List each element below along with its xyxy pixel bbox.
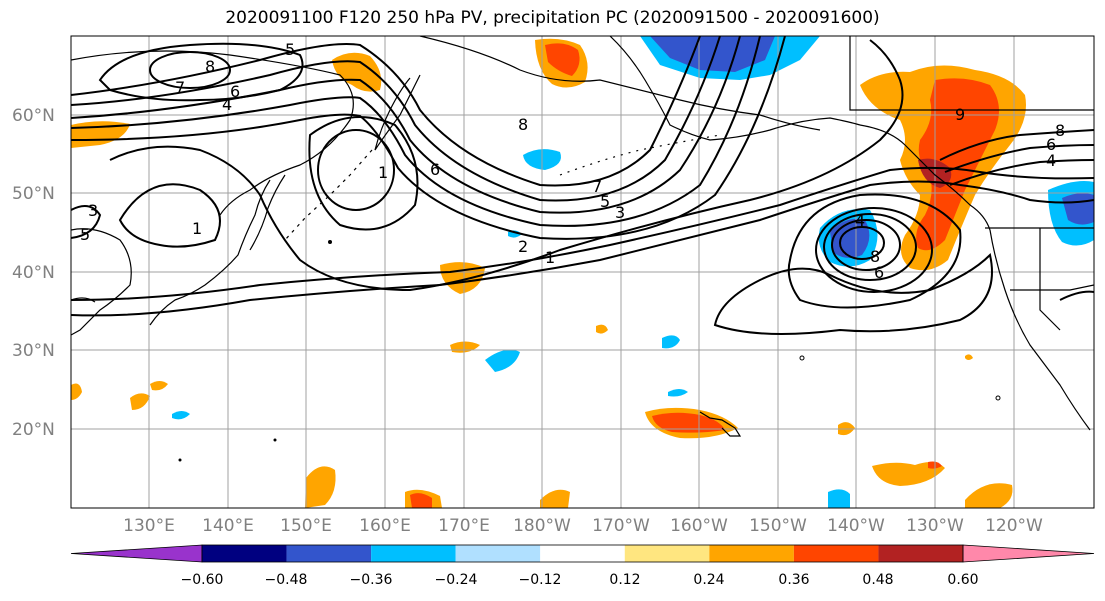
contour-labels: 5 8 7 6 4 8 1 6 7 5 3 2 1 3 5 1 8 6 4 4 … (80, 40, 1065, 282)
colorbar-swatch (709, 545, 794, 562)
contour-label: 2 (518, 237, 528, 256)
colorbar-tick-label: 0.36 (778, 572, 809, 588)
colorbar-swatch (286, 545, 372, 562)
contour-label: 1 (378, 163, 388, 182)
lon-label: 180°W (513, 516, 571, 536)
colorbar-swatch (371, 545, 456, 562)
colorbar-tick-label: −0.60 (181, 572, 224, 588)
contour-label: 7 (592, 177, 602, 196)
colorbar-tick-label: 0.24 (693, 572, 724, 588)
coastlines (71, 36, 1094, 462)
lon-label: 120°W (985, 516, 1043, 536)
lon-label: 140°E (202, 516, 254, 536)
colorbar-swatch (455, 545, 541, 562)
contour-label: 4 (1046, 151, 1056, 170)
colorbar-swatch (624, 545, 710, 562)
map-frame (70, 35, 1095, 509)
lon-labels: 130°E 140°E 150°E 160°E 170°E 180°W 170°… (123, 516, 1043, 536)
lon-label: 170°W (592, 516, 650, 536)
lat-label: 30°N (12, 341, 55, 361)
contour-label: 6 (874, 263, 884, 282)
contour-label: 8 (205, 57, 215, 76)
lon-label: 170°E (438, 516, 490, 536)
colorbar-tick-label: 0.60 (947, 572, 978, 588)
lon-label: 150°W (749, 516, 807, 536)
contour-label: 1 (545, 248, 555, 267)
colorbar-swatch (793, 545, 879, 562)
colorbar-extend-low (70, 544, 203, 563)
contour-label: 1 (192, 219, 202, 238)
colorbar-tick-label: −0.36 (350, 572, 393, 588)
lat-labels: 60°N 50°N 40°N 30°N 20°N (12, 106, 55, 440)
contour-label: 7 (175, 78, 185, 97)
colorbar-tick-label: 0.12 (609, 572, 640, 588)
contour-label: 8 (518, 115, 528, 134)
map-title: 2020091100 F120 250 hPa PV, precipitatio… (225, 8, 880, 28)
lon-label: 160°E (359, 516, 411, 536)
contour-label: 4 (222, 95, 232, 114)
lat-label: 50°N (12, 184, 55, 204)
contour-label: 6 (230, 82, 240, 101)
contour-label: 8 (870, 247, 880, 266)
colorbar (70, 544, 1095, 563)
lon-label: 130°E (123, 516, 175, 536)
lon-label: 160°W (670, 516, 728, 536)
contour-label: 4 (855, 211, 865, 230)
contour-label: 5 (600, 192, 610, 211)
colorbar-outline (201, 544, 964, 563)
contour-label: 6 (430, 160, 440, 179)
lon-label: 130°W (906, 516, 964, 536)
pv-contours (71, 36, 1094, 335)
lon-label: 140°W (827, 516, 885, 536)
colorbar-ticks: −0.60 −0.48 −0.36 −0.24 −0.12 0.12 0.24 … (181, 572, 979, 588)
precip-fills (71, 36, 1094, 508)
colorbar-swatch (878, 545, 963, 562)
lat-label: 40°N (12, 263, 55, 283)
contour-label: 9 (955, 105, 965, 124)
lat-label: 60°N (12, 106, 55, 126)
contour-label: 5 (80, 225, 90, 244)
lon-label: 150°E (280, 516, 332, 536)
grid-lines (71, 36, 1094, 508)
contour-label: 5 (285, 40, 295, 59)
contour-label: 8 (1055, 121, 1065, 140)
contour-label: 3 (615, 203, 625, 222)
contour-label: 3 (88, 201, 98, 220)
colorbar-tick-label: −0.48 (265, 572, 308, 588)
contour-label: 6 (1046, 135, 1056, 154)
lat-label: 20°N (12, 420, 55, 440)
colorbar-swatch (540, 545, 625, 562)
colorbar-tick-label: −0.12 (519, 572, 562, 588)
colorbar-swatch (202, 545, 287, 562)
colorbar-tick-label: 0.48 (862, 572, 893, 588)
colorbar-tick-label: −0.24 (435, 572, 478, 588)
colorbar-extend-high (962, 544, 1095, 563)
